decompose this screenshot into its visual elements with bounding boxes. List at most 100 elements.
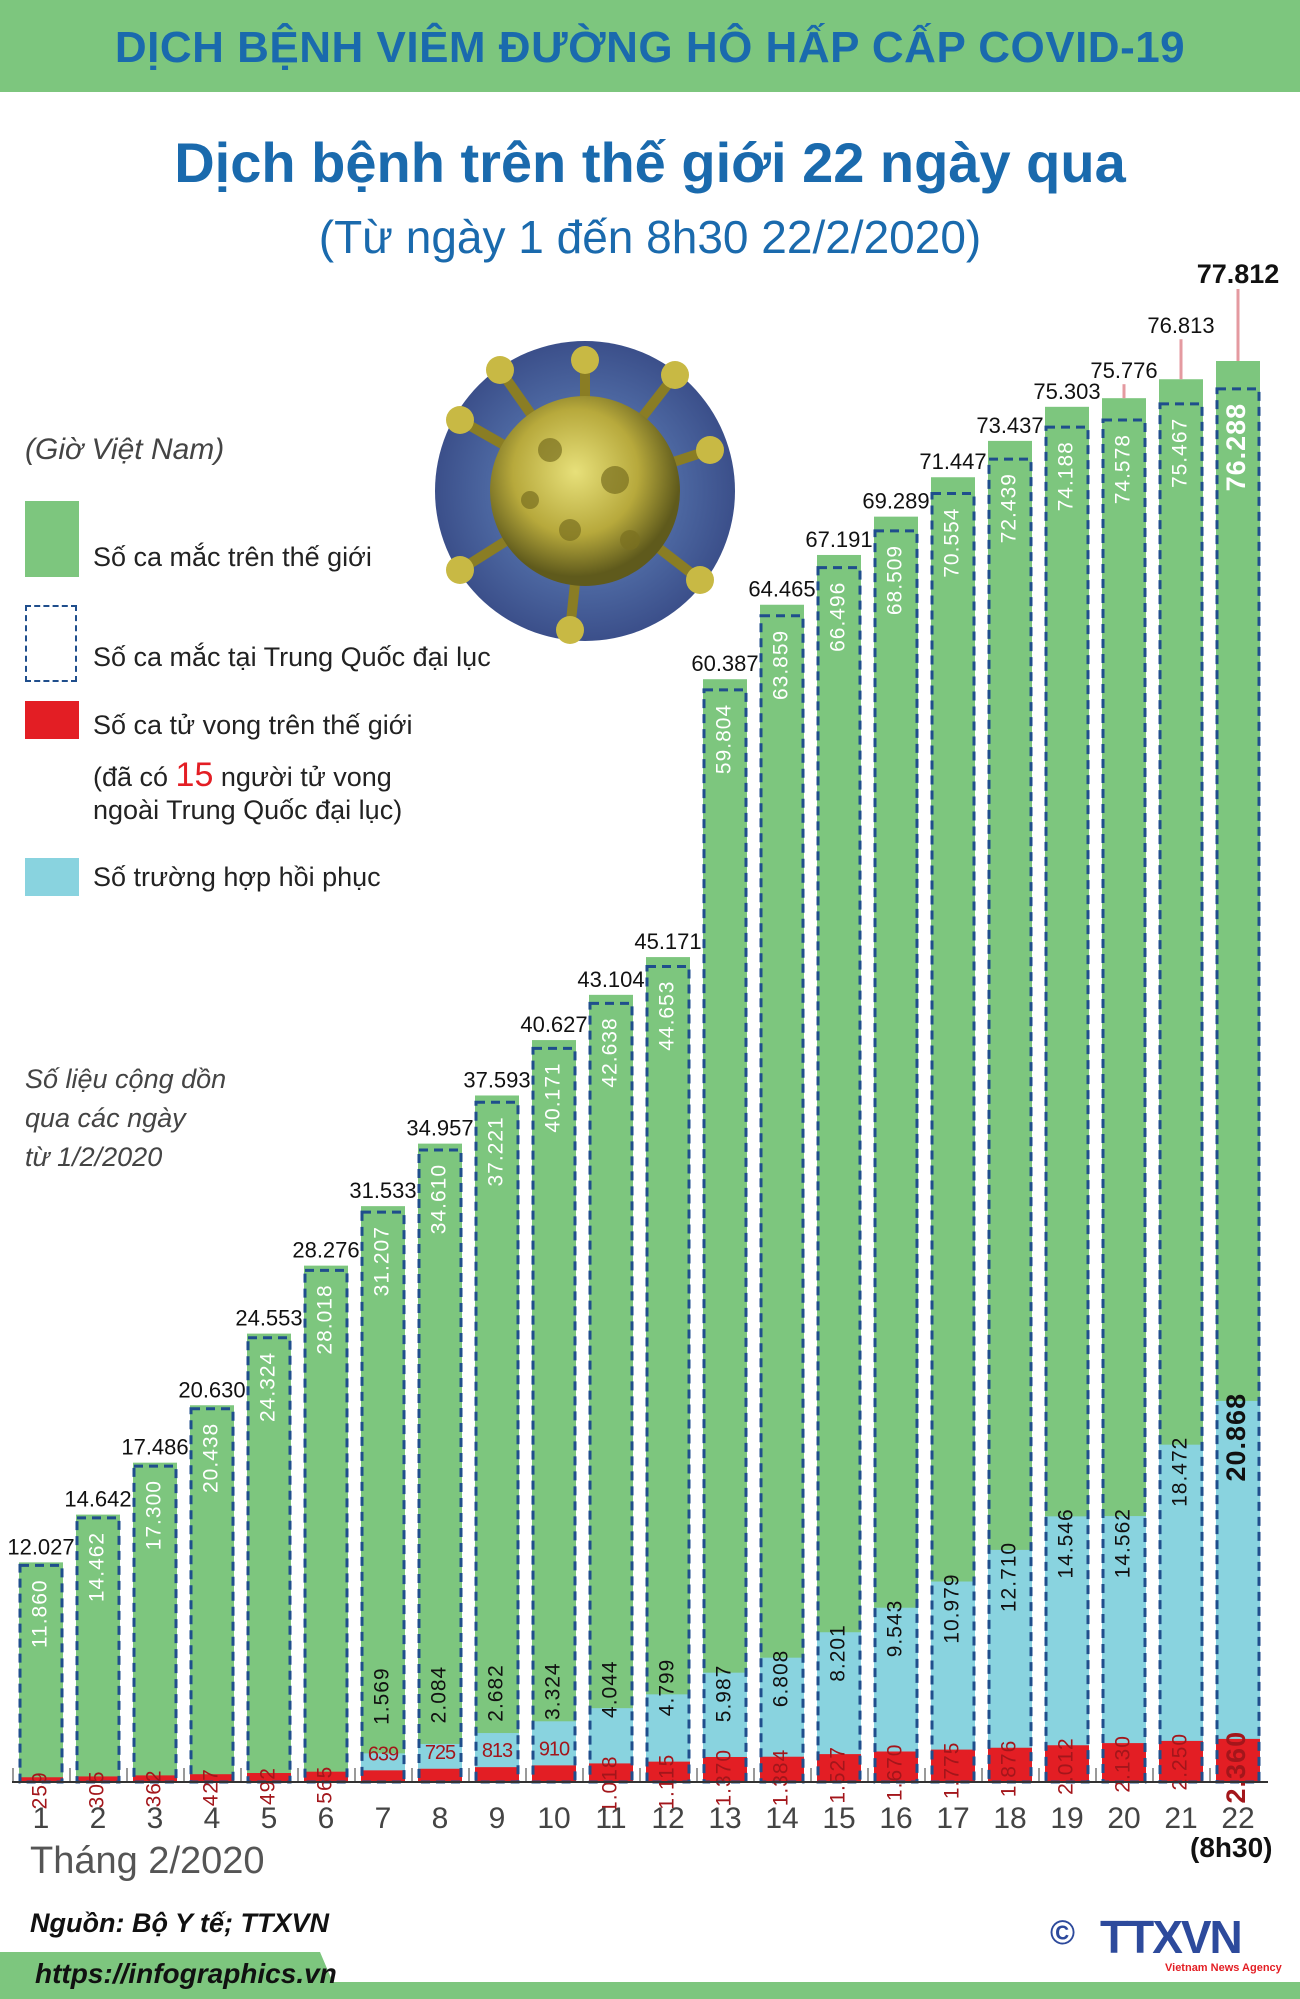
x-tick-label: 19: [1050, 1802, 1083, 1835]
x-tick-label: 6: [318, 1802, 335, 1835]
bar-deaths: [475, 1767, 519, 1782]
bar-recovered: [1216, 1400, 1260, 1782]
x-tick-label: 3: [147, 1802, 164, 1835]
x-tick-label: 14: [765, 1802, 798, 1835]
label-china-cases: 17.300: [143, 1480, 166, 1550]
legend-swatch-world: [25, 501, 79, 577]
bar-world-cases: [874, 516, 918, 1782]
note-line: Số liệu cộng dồn: [25, 1064, 227, 1094]
bar-deaths: [760, 1756, 804, 1782]
label-deaths: 427: [200, 1768, 223, 1806]
logo-text: TTXVN: [1100, 1911, 1243, 1963]
bar-world-cases: [190, 1405, 234, 1782]
label-china-cases: 34.610: [428, 1164, 451, 1234]
bar-world-cases: [646, 957, 690, 1782]
bar-world-cases: [304, 1265, 348, 1782]
bar-world-cases: [532, 1040, 576, 1782]
bar-deaths: [1159, 1740, 1203, 1782]
bar-china-outline: [75, 1516, 121, 1784]
x-tick-label: 4: [204, 1802, 221, 1835]
bar-deaths: [361, 1770, 405, 1782]
x-tick-label: 8: [432, 1802, 449, 1835]
label-world-cases: 14.642: [64, 1487, 131, 1512]
label-deaths: 1.670: [884, 1744, 907, 1802]
bar-recovered: [1045, 1516, 1089, 1782]
logo-tagline: Vietnam News Agency: [1165, 1962, 1282, 1974]
bar-deaths: [874, 1751, 918, 1782]
label-world-cases: 12.027: [7, 1534, 74, 1559]
label-world-cases: 64.465: [748, 577, 815, 602]
label-china-cases: 74.578: [1112, 434, 1135, 504]
label-china-cases: 44.653: [656, 981, 679, 1051]
label-china-cases: 11.860: [29, 1579, 52, 1648]
label-china-cases: 20.438: [200, 1423, 223, 1493]
label-recovered: 18.472: [1169, 1437, 1192, 1507]
label-world-cases: 75.303: [1033, 379, 1100, 404]
label-china-cases: 37.221: [485, 1116, 508, 1186]
x-tick-label: 9: [489, 1802, 506, 1835]
bar-world-cases: [133, 1462, 177, 1782]
x-tick-label: 21: [1164, 1802, 1197, 1835]
label-world-cases: 20.630: [178, 1377, 245, 1402]
label-deaths: 639: [368, 1743, 399, 1765]
bar-deaths: [988, 1747, 1032, 1782]
label-deaths: 2.012: [1055, 1737, 1078, 1795]
bar-deaths: [703, 1756, 747, 1782]
label-world-cases: 17.486: [121, 1435, 188, 1460]
label-world-cases: 24.553: [235, 1306, 302, 1331]
virus-illustration: [435, 341, 735, 644]
label-world-cases: 45.171: [634, 929, 701, 954]
label-china-cases: 68.509: [884, 545, 907, 615]
page-subtitle: (Từ ngày 1 đến 8h30 22/2/2020): [318, 211, 982, 263]
label-world-cases: 69.289: [862, 489, 929, 514]
label-recovered: 10.979: [941, 1574, 964, 1644]
label-recovered: 12.710: [998, 1542, 1021, 1612]
website-link[interactable]: https://infographics.vn: [35, 1958, 337, 1989]
bar-deaths: [418, 1768, 462, 1782]
label-china-cases: 70.554: [941, 508, 964, 578]
bar-world-cases: [418, 1143, 462, 1782]
legend-deaths-note: (đã có 15 người tử vong: [93, 756, 392, 795]
x-tick-label: 22: [1221, 1802, 1254, 1835]
label-china-cases: 40.171: [542, 1062, 565, 1132]
bar-deaths: [646, 1761, 690, 1782]
label-recovered: 14.546: [1055, 1508, 1078, 1578]
footer-tab: [0, 1952, 340, 1999]
x-tick-label: 15: [822, 1802, 855, 1835]
label-world-cases: 37.593: [463, 1067, 530, 1092]
label-china-cases: 72.439: [998, 473, 1021, 543]
x-tick-label: 18: [993, 1802, 1026, 1835]
x-tick-label: 17: [936, 1802, 969, 1835]
bar-recovered: [1102, 1516, 1146, 1782]
bar-deaths: [76, 1776, 120, 1782]
label-china-cases: 63.859: [770, 630, 793, 700]
label-recovered: 8.201: [827, 1624, 850, 1682]
bar-china-outline: [1101, 418, 1147, 1784]
legend-deaths-note-line2: ngoài Trung Quốc đại lục): [93, 795, 403, 825]
bar-deaths: [931, 1749, 975, 1782]
legend-label-china: Số ca mắc tại Trung Quốc đại lục: [93, 642, 491, 672]
label-recovered: 5.987: [713, 1665, 736, 1723]
label-deaths: 259: [29, 1771, 52, 1809]
label-deaths: 910: [539, 1738, 570, 1760]
x-tick-label: 7: [375, 1802, 392, 1835]
label-deaths: 362: [143, 1769, 166, 1807]
label-deaths: 2.130: [1112, 1735, 1135, 1793]
label-deaths: 1.384: [770, 1749, 793, 1807]
label-world-cases: 77.812: [1197, 259, 1280, 289]
cumulative-note: Số liệu cộng dồn qua các ngày từ 1/2/202…: [25, 1060, 226, 1177]
label-deaths: 2.250: [1169, 1733, 1192, 1791]
source: Nguồn: Bộ Y tế; TTXVN: [30, 1908, 329, 1938]
page-title: Dịch bệnh trên thế giới 22 ngày qua: [174, 131, 1126, 194]
bar-world-cases: [19, 1562, 63, 1782]
label-recovered: 9.543: [884, 1600, 907, 1658]
bar-deaths: [532, 1765, 576, 1782]
bar-recovered: [1159, 1444, 1203, 1782]
bar-china-outline: [246, 1336, 292, 1784]
label-deaths: 2.360: [1221, 1731, 1251, 1804]
x-tick-label: 2: [90, 1802, 107, 1835]
label-deaths: 492: [257, 1767, 280, 1805]
bar-world-cases: [703, 679, 747, 1782]
label-recovered: 2.682: [485, 1664, 508, 1722]
